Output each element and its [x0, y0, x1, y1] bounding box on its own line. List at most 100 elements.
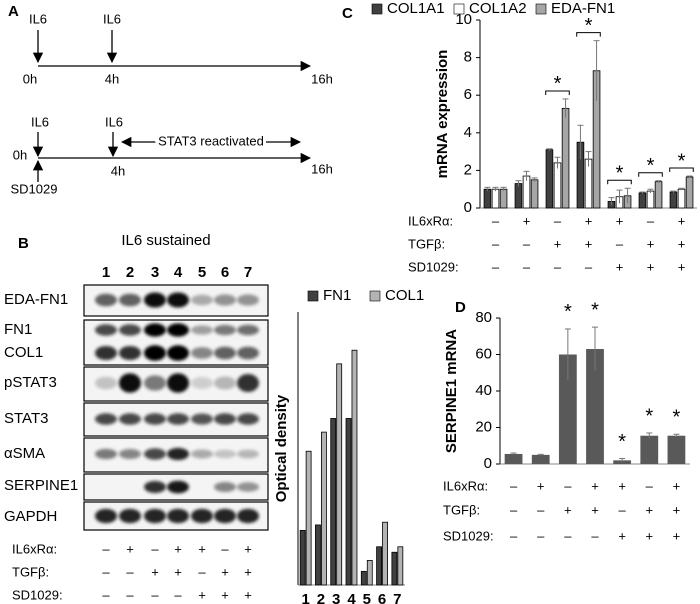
- condition-value: –: [537, 502, 545, 517]
- marker-label: IL6: [105, 114, 123, 129]
- band: [144, 375, 166, 391]
- band: [119, 508, 141, 524]
- significance-label: *: [585, 15, 593, 37]
- bar: [586, 349, 604, 464]
- band: [214, 346, 236, 360]
- x-tick-label: 2: [317, 591, 325, 604]
- bar: [305, 450, 312, 586]
- condition-value: –: [554, 213, 562, 228]
- bracket: [669, 167, 694, 173]
- condition-label: IL6xRα:: [443, 478, 488, 493]
- band: [167, 292, 189, 308]
- band: [191, 449, 213, 459]
- condition-value: –: [492, 259, 500, 274]
- band: [95, 293, 117, 307]
- band: [191, 508, 213, 524]
- note: STAT3 reactivated: [158, 133, 264, 148]
- blot-row-label: STAT3: [4, 410, 48, 427]
- condition-value: +: [564, 502, 572, 517]
- band: [237, 508, 259, 524]
- band: [144, 481, 166, 493]
- condition-label: SD1029:: [12, 587, 63, 602]
- band: [95, 346, 117, 360]
- band: [237, 324, 259, 336]
- band: [95, 324, 117, 336]
- y-tick-label: 60: [475, 345, 492, 362]
- condition-value: –: [619, 502, 627, 517]
- bar: [654, 181, 663, 209]
- bar: [315, 524, 321, 586]
- y-tick-label: 4: [464, 124, 472, 141]
- significance-label: *: [616, 163, 624, 185]
- bar: [351, 349, 358, 586]
- y-tick-label: 40: [475, 382, 492, 399]
- condition-value: –: [151, 587, 159, 602]
- condition-value: –: [102, 541, 110, 556]
- lane-number: 6: [221, 264, 229, 281]
- blot-row-label: COL1: [4, 344, 43, 361]
- x-tick-label: 3: [332, 591, 340, 604]
- bar: [669, 191, 678, 209]
- condition-value: +: [616, 213, 624, 228]
- condition-value: –: [646, 478, 654, 493]
- condition-value: –: [616, 236, 624, 251]
- time-label: 0h: [13, 147, 27, 162]
- blot-row-label: GAPDH: [4, 508, 57, 525]
- bar: [336, 363, 343, 586]
- time-label: 4h: [111, 163, 125, 178]
- condition-value: +: [673, 502, 681, 517]
- condition-value: +: [244, 541, 252, 556]
- condition-value: +: [221, 564, 229, 579]
- condition-value: +: [616, 259, 624, 274]
- time-label: 0h: [23, 71, 37, 86]
- condition-value: +: [647, 236, 655, 251]
- panel-label: C: [342, 5, 353, 22]
- condition-value: –: [537, 528, 545, 543]
- legend-swatch: [453, 3, 465, 15]
- condition-value: –: [221, 541, 229, 556]
- western-blot: [83, 284, 269, 531]
- x-tick-label: 6: [378, 591, 386, 604]
- legend-swatch: [371, 3, 383, 15]
- significance-label: *: [591, 299, 599, 321]
- band: [95, 448, 117, 460]
- condition-value: +: [645, 502, 653, 517]
- band: [95, 376, 117, 390]
- bar: [553, 162, 562, 209]
- condition-value: –: [564, 528, 572, 543]
- bar: [545, 149, 554, 209]
- condition-value: –: [523, 236, 531, 251]
- bar: [397, 546, 404, 586]
- bar: [382, 521, 388, 586]
- blot-title: IL6 sustained: [121, 232, 210, 249]
- bracket: [545, 90, 570, 95]
- condition-value: +: [618, 478, 626, 493]
- significance-label: *: [647, 155, 655, 177]
- condition-value: –: [102, 564, 110, 579]
- condition-value: +: [647, 259, 655, 274]
- band: [95, 508, 117, 524]
- condition-value: –: [151, 541, 159, 556]
- condition-value: +: [126, 541, 134, 556]
- band: [95, 413, 117, 425]
- band: [144, 323, 166, 337]
- band: [144, 508, 166, 524]
- band: [237, 294, 259, 306]
- condition-value: +: [523, 213, 531, 228]
- significance-label: *: [554, 73, 562, 95]
- condition-value: –: [126, 587, 134, 602]
- condition-value: +: [221, 587, 229, 602]
- condition-value: +: [591, 502, 599, 517]
- band: [167, 413, 189, 425]
- y-tick-label: 80: [475, 309, 492, 326]
- lane-number: 5: [198, 264, 206, 281]
- condition-value: +: [244, 587, 252, 602]
- bar: [558, 354, 577, 464]
- lane-number: 3: [151, 264, 159, 281]
- bar: [330, 418, 337, 586]
- legend-label: COL1: [385, 287, 424, 304]
- band: [144, 413, 166, 425]
- band: [237, 374, 259, 392]
- y-axis-label: SERPINE1 mRNA: [443, 329, 460, 453]
- bar: [366, 560, 373, 586]
